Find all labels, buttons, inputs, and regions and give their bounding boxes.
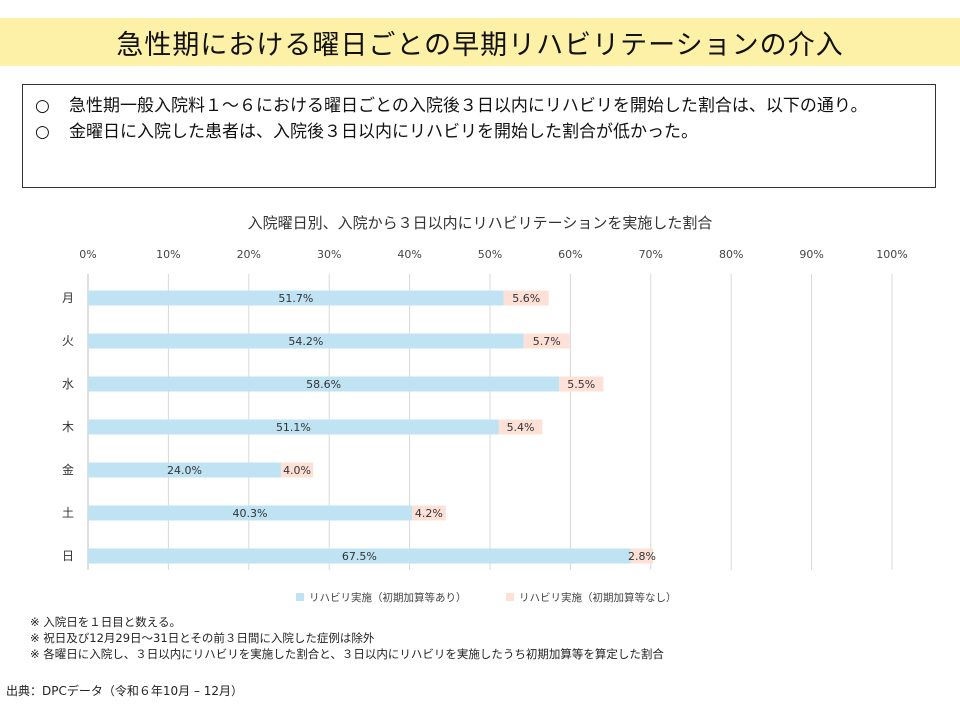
bar-segment <box>88 290 504 306</box>
legend-label: リハビリ実施（初期加算等なし） <box>519 591 677 604</box>
footnote-1: ※ 入院日を１日目と数える。 <box>30 615 181 629</box>
x-tick-label: 90% <box>799 248 823 261</box>
x-tick-label: 50% <box>478 248 502 261</box>
summary-box: ○ 急性期一般入院料１～６における曜日ごとの入院後３日以内にリハビリを開始した割… <box>22 84 936 188</box>
chart-title: 入院曜日別、入院から３日以内にリハビリテーションを実施した割合 <box>247 214 713 232</box>
data-label: 5.6% <box>512 292 540 305</box>
bar-segment <box>523 333 570 349</box>
category-label: 火 <box>62 334 74 348</box>
x-tick-label: 0% <box>79 248 96 261</box>
legend-label: リハビリ実施（初期加算等あり） <box>309 591 467 604</box>
data-label: 2.8% <box>628 550 656 563</box>
data-label: 40.3% <box>233 507 268 520</box>
data-label: 54.2% <box>288 335 323 348</box>
footnote-2: ※ 祝日及び12月29日～31日とその前３日間に入院した症例は除外 <box>30 631 375 645</box>
data-label: 4.2% <box>415 507 443 520</box>
category-label: 金 <box>62 462 74 477</box>
circle-bullet-icon: ○ <box>35 122 50 142</box>
data-label: 51.7% <box>278 292 313 305</box>
bar-segment <box>88 376 560 392</box>
summary-text-1: 急性期一般入院料１～６における曜日ごとの入院後３日以内にリハビリを開始した割合は… <box>69 96 868 116</box>
category-label: 日 <box>62 549 74 563</box>
bar-segment <box>88 462 281 478</box>
category-label: 月 <box>62 291 74 305</box>
circle-bullet-icon: ○ <box>35 96 50 116</box>
title-bar: 急性期における曜日ごとの早期リハビリテーションの介入 <box>0 18 960 66</box>
category-label: 土 <box>62 506 74 520</box>
data-label: 5.5% <box>567 378 595 391</box>
page-title: 急性期における曜日ごとの早期リハビリテーションの介入 <box>116 29 844 61</box>
legend-swatch <box>296 593 304 601</box>
bar-segment <box>630 548 654 564</box>
bar-segment <box>412 505 446 521</box>
category-label: 水 <box>62 377 74 391</box>
x-tick-label: 100% <box>876 248 907 261</box>
data-label: 5.4% <box>507 421 535 434</box>
bar-segment <box>88 548 631 564</box>
x-tick-label: 80% <box>719 248 743 261</box>
data-label: 51.1% <box>276 421 311 434</box>
data-label: 67.5% <box>342 550 377 563</box>
data-label: 5.7% <box>533 335 561 348</box>
source-citation: 出典：DPCデータ（令和６年10月 – 12月） <box>6 684 244 698</box>
bar-segment <box>503 290 549 306</box>
x-tick-label: 60% <box>558 248 582 261</box>
legend-swatch <box>506 593 514 601</box>
data-label: 24.0% <box>167 464 202 477</box>
stacked-bar-chart: 0% 10% 20% 30% 40% 50% 60% 70% 80% 90% 100% 月 51.7% 5… <box>62 248 908 604</box>
footnotes: ※ 入院日を１日目と数える。 ※ 祝日及び12月29日～31日とその前３日間に入… <box>30 614 664 662</box>
x-tick-label: 10% <box>156 248 180 261</box>
x-tick-label: 40% <box>397 248 421 261</box>
summary-line-1: ○ 急性期一般入院料１～６における曜日ごとの入院後３日以内にリハビリを開始した割… <box>35 93 923 119</box>
x-tick-label: 70% <box>639 248 663 261</box>
bar-segment <box>280 462 314 478</box>
data-label: 58.6% <box>306 378 341 391</box>
summary-line-2: ○ 金曜日に入院した患者は、入院後３日以内にリハビリを開始した割合が低かった。 <box>35 119 923 145</box>
footnote-3: ※ 各曜日に入院し、３日以内にリハビリを実施した割合と、３日以内にリハビリを実施… <box>30 647 664 661</box>
x-tick-label: 30% <box>317 248 341 261</box>
data-label: 4.0% <box>283 464 311 477</box>
category-label: 木 <box>62 420 74 434</box>
x-tick-label: 20% <box>237 248 261 261</box>
summary-text-2: 金曜日に入院した患者は、入院後３日以内にリハビリを開始した割合が低かった。 <box>69 122 698 142</box>
bar-segment <box>498 419 543 435</box>
bar-segment <box>88 333 524 349</box>
bar-segment <box>559 376 604 392</box>
bar-segment <box>88 419 499 435</box>
bar-segment <box>88 505 413 521</box>
